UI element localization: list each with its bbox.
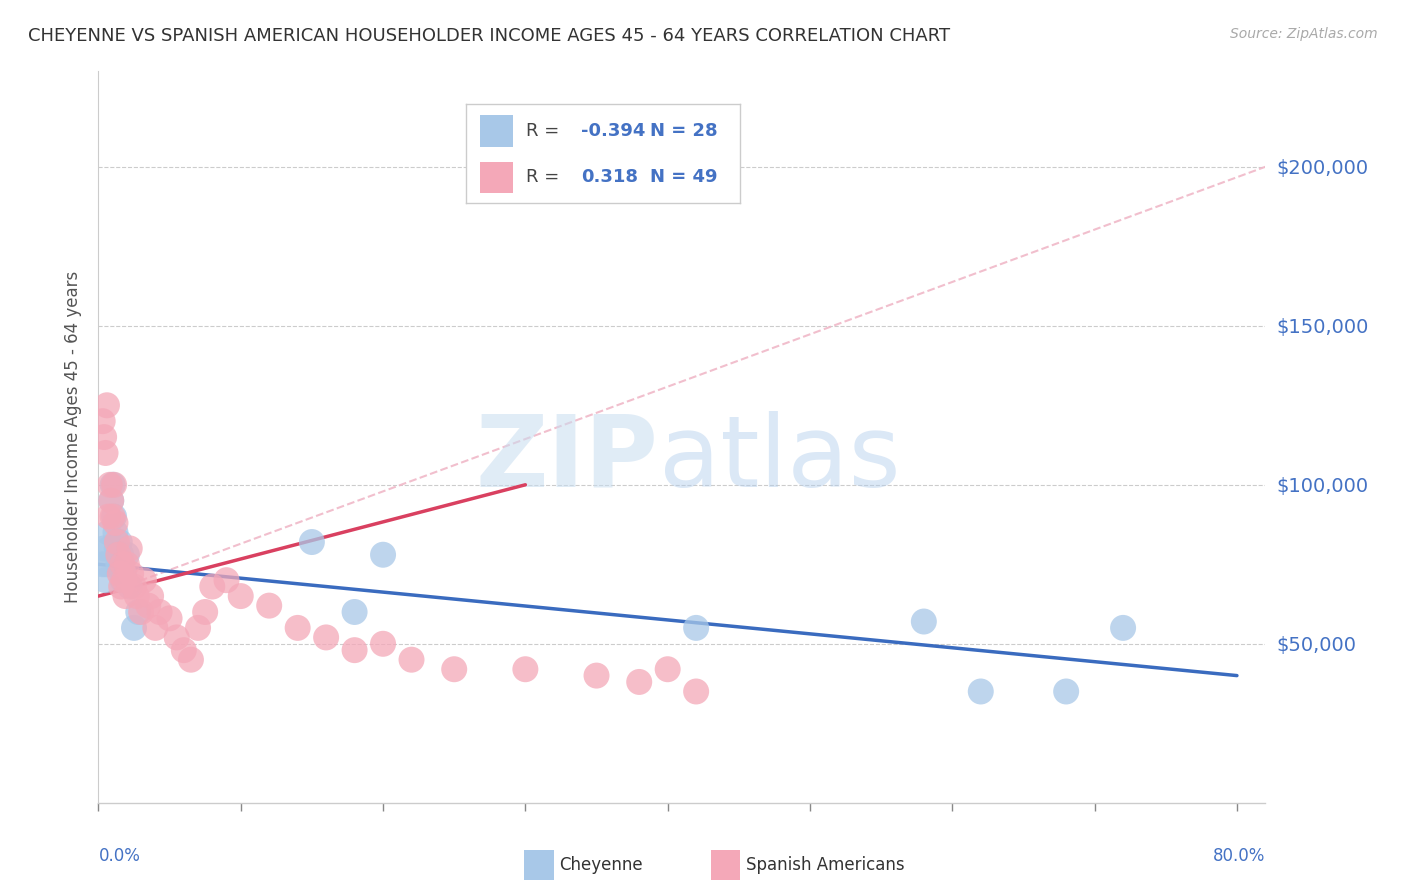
Point [111,573,134,587]
Point [122,621,145,635]
Point [100,493,122,508]
Y-axis label: Householder Income Ages 45 - 64 years: Householder Income Ages 45 - 64 years [63,271,82,603]
Text: Cheyenne: Cheyenne [560,856,643,874]
Point [1112,621,1135,635]
Text: 80.0%: 80.0% [1213,847,1265,864]
FancyBboxPatch shape [524,850,554,880]
Point [371,637,394,651]
Point [94,573,117,587]
Point [108,535,131,549]
Point [136,599,159,613]
Point [93,430,115,444]
Point [120,566,142,581]
Point [103,509,125,524]
Point [371,548,394,562]
Point [94,446,117,460]
Point [112,573,135,587]
Point [104,516,127,530]
Text: 0.0%: 0.0% [98,847,141,864]
Point [301,535,323,549]
Point [159,611,181,625]
Point [912,615,935,629]
Point [115,558,138,572]
Point [110,548,132,562]
Point [143,621,166,635]
Point [96,558,118,572]
Point [118,541,141,556]
Point [132,573,155,587]
Point [187,621,209,635]
Point [585,668,607,682]
Text: Spanish Americans: Spanish Americans [747,856,904,874]
Point [107,548,129,562]
Point [139,589,162,603]
Point [515,662,537,676]
Text: ZIP: ZIP [475,410,658,508]
Point [127,605,149,619]
FancyBboxPatch shape [711,850,741,880]
Text: CHEYENNE VS SPANISH AMERICAN HOUSEHOLDER INCOME AGES 45 - 64 YEARS CORRELATION C: CHEYENNE VS SPANISH AMERICAN HOUSEHOLDER… [28,27,950,45]
Text: atlas: atlas [658,410,900,508]
Point [685,684,707,698]
Point [98,541,121,556]
Point [105,541,128,556]
Point [229,589,252,603]
Point [101,509,124,524]
Point [1054,684,1077,698]
Point [129,605,152,619]
Text: Source: ZipAtlas.com: Source: ZipAtlas.com [1230,27,1378,41]
Point [173,643,195,657]
Point [166,631,188,645]
Point [91,558,114,572]
Point [257,599,280,613]
Point [685,621,707,635]
Point [108,566,131,581]
Point [97,509,120,524]
Point [104,525,127,540]
Point [122,580,145,594]
Point [93,541,115,556]
Point [100,493,122,508]
Point [180,653,202,667]
Point [125,589,148,603]
Point [970,684,993,698]
Point [215,573,238,587]
Point [105,535,128,549]
Point [114,589,136,603]
Point [287,621,309,635]
Point [91,414,114,428]
Point [97,525,120,540]
Point [111,558,134,572]
Point [194,605,217,619]
Point [443,662,465,676]
Point [628,675,651,690]
Point [315,631,337,645]
Point [98,477,121,491]
Point [112,566,135,581]
Point [110,580,132,594]
Point [107,558,129,572]
Point [343,605,366,619]
Point [401,653,423,667]
Point [101,477,124,491]
Point [103,477,125,491]
Point [96,398,118,412]
Point [657,662,679,676]
Point [343,643,366,657]
Point [115,548,138,562]
Point [149,605,172,619]
Point [118,580,141,594]
Point [201,580,224,594]
